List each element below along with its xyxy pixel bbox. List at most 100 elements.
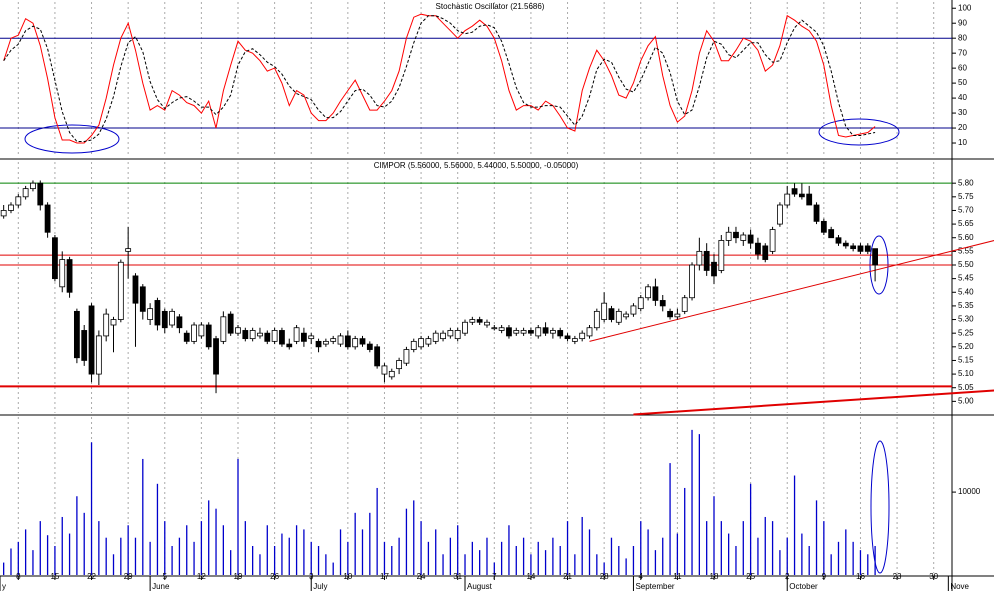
candle-body	[462, 321, 468, 334]
x-tick-label: 28	[600, 572, 609, 581]
x-tick-label: 5	[163, 572, 168, 581]
candle-body	[8, 204, 14, 211]
month-label: October	[789, 582, 818, 591]
y-tick-label: 5.05	[958, 383, 974, 392]
y-tick-label: 5.35	[958, 301, 974, 310]
candle-body	[542, 327, 549, 334]
x-tick-label: 21	[563, 572, 572, 581]
y-tick-label: 5.15	[958, 356, 974, 365]
y-tick-label: 5.00	[958, 396, 974, 405]
candle-body	[806, 193, 813, 206]
y-tick-label: 40	[958, 93, 967, 102]
y-tick-label: 50	[958, 78, 967, 87]
candle-body	[850, 245, 857, 250]
candle-body	[645, 286, 651, 299]
candle-body	[718, 240, 725, 271]
candle-body	[857, 245, 864, 252]
candle-body	[769, 229, 776, 252]
candle-body	[315, 340, 322, 348]
candle-body	[447, 330, 454, 337]
candle-body	[872, 248, 879, 266]
y-tick-label: 10	[958, 138, 967, 147]
y-tick-label: 10000	[958, 487, 981, 496]
candle-body	[22, 188, 29, 198]
candle-body	[667, 310, 673, 318]
candle-body	[205, 324, 212, 348]
y-tick-label: 5.30	[958, 315, 974, 324]
candle-body	[681, 297, 688, 312]
candle-body	[374, 346, 381, 367]
y-tick-label: 5.75	[958, 192, 974, 201]
candle-body	[630, 305, 637, 315]
candle-body	[637, 297, 644, 310]
trend-line	[633, 389, 994, 416]
candle-body	[257, 332, 263, 337]
x-tick-label: 22	[87, 572, 96, 581]
x-tick-label: 26	[270, 572, 279, 581]
x-tick-label: 14	[526, 572, 535, 581]
candle-body	[440, 332, 446, 340]
month-label: August	[467, 582, 493, 591]
candle-body	[703, 250, 710, 271]
candle-body	[242, 330, 249, 340]
candle-body	[828, 229, 835, 239]
stochastic-line	[3, 15, 876, 142]
trend-line	[589, 240, 994, 342]
candle-body	[579, 332, 586, 340]
candle-body	[66, 259, 73, 293]
candle-body	[301, 332, 307, 342]
candle-body	[813, 204, 820, 222]
candle-body	[322, 340, 329, 345]
candle-body	[623, 313, 630, 318]
y-tick-label: 70	[958, 48, 967, 57]
candle-body	[388, 370, 395, 378]
candle-body	[791, 188, 798, 195]
candle-body	[213, 338, 219, 375]
candle-body	[81, 330, 88, 361]
x-tick-label: 17	[380, 572, 389, 581]
candle-body	[410, 340, 417, 350]
highlight-ellipse	[870, 440, 890, 574]
y-tick-label: 90	[958, 18, 967, 27]
candle-body	[784, 193, 791, 206]
candle-body	[549, 330, 556, 334]
y-tick-label: 60	[958, 63, 967, 72]
x-tick-label: 19	[234, 572, 243, 581]
y-tick-label: 5.60	[958, 233, 974, 242]
candle-body	[432, 332, 439, 342]
candle-body	[271, 330, 278, 342]
candle-body	[798, 193, 805, 198]
candle-body	[674, 313, 681, 318]
x-tick-label: 12	[197, 572, 206, 581]
candle-body	[352, 338, 359, 348]
candle-body	[227, 313, 234, 334]
candle-body	[191, 324, 197, 342]
candle-body	[147, 308, 154, 320]
candle-body	[359, 338, 366, 345]
y-tick-label: 5.20	[958, 342, 974, 351]
candle-body	[659, 300, 666, 307]
y-tick-label: 30	[958, 108, 967, 117]
candle-body	[44, 204, 51, 233]
x-tick-label: 9	[822, 572, 827, 581]
candle-body	[454, 330, 461, 340]
month-label: y	[2, 582, 6, 591]
x-tick-label: 25	[746, 572, 755, 581]
highlight-ellipse	[818, 118, 900, 146]
candle-body	[154, 300, 161, 326]
candle-body	[520, 330, 527, 334]
candle-body	[132, 275, 139, 304]
candle-body	[476, 319, 483, 323]
y-tick-label: 100	[958, 3, 972, 12]
candle-body	[593, 310, 600, 329]
x-tick-label: 29	[124, 572, 133, 581]
highlight-ellipse	[24, 124, 120, 154]
month-label: July	[313, 582, 327, 591]
candle-body	[689, 264, 695, 299]
candle-body	[198, 324, 205, 337]
candle-body	[279, 330, 285, 345]
candle-body	[161, 310, 168, 329]
candle-body	[513, 330, 520, 334]
